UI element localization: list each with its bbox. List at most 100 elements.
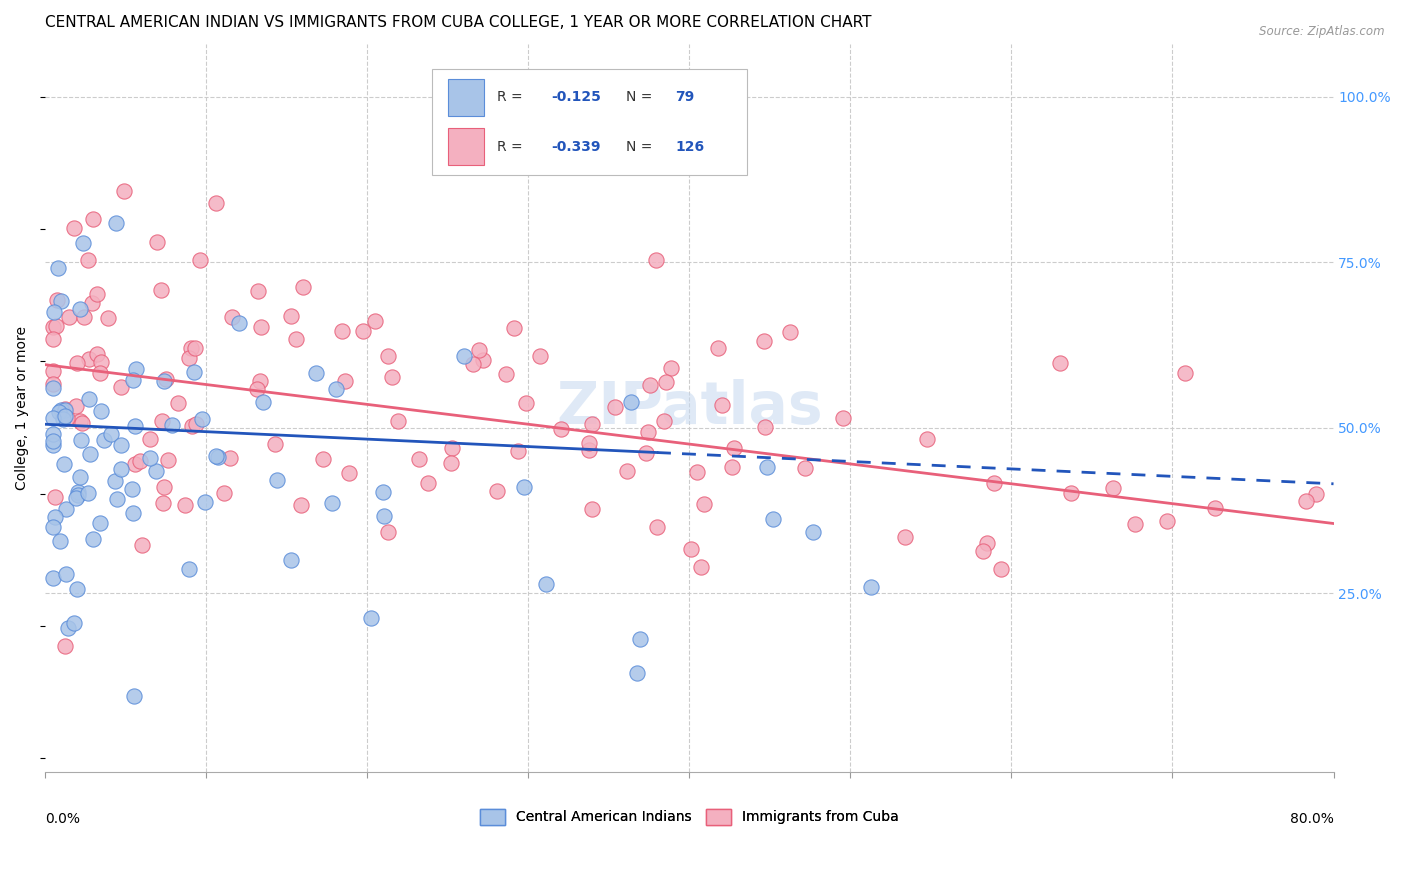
Point [637, 425, 659, 440]
Point [794, 460, 817, 475]
Point [972, 544, 994, 558]
Point [67, 485, 90, 500]
Point [381, 369, 404, 384]
Point [754, 419, 776, 434]
Point [70, 416, 93, 430]
Point [77, 253, 100, 268]
Point [153, 375, 176, 389]
Point [471, 353, 494, 368]
Text: N =: N = [626, 90, 657, 104]
Point [160, 418, 183, 433]
Legend: Central American Indians, Immigrants from Cuba: Central American Indians, Immigrants fro… [474, 803, 904, 830]
Point [620, 395, 643, 409]
Point [124, 419, 146, 434]
Point [212, 486, 235, 500]
Point [915, 432, 938, 446]
Point [1060, 485, 1083, 500]
Point [70, 434, 93, 448]
Point [146, 235, 169, 249]
Point [638, 378, 661, 392]
Point [66, 582, 89, 596]
Point [179, 351, 201, 366]
Point [360, 611, 382, 625]
Point [263, 437, 285, 451]
Point [508, 443, 530, 458]
Point [93, 433, 115, 447]
Point [337, 466, 360, 480]
Point [79, 447, 101, 461]
Point [124, 457, 146, 471]
FancyBboxPatch shape [449, 128, 484, 165]
Point [645, 252, 668, 267]
Point [659, 361, 682, 376]
Point [894, 530, 917, 544]
Point [228, 316, 250, 330]
Point [246, 382, 269, 396]
Point [76, 486, 98, 500]
Point [581, 502, 603, 516]
Point [48, 405, 70, 419]
Text: 80.0%: 80.0% [1289, 812, 1333, 826]
Point [1174, 367, 1197, 381]
Point [280, 309, 302, 323]
Point [762, 512, 785, 526]
Point [291, 280, 314, 294]
Point [679, 541, 702, 556]
Point [80, 296, 103, 310]
Point [252, 394, 274, 409]
Point [42, 411, 65, 425]
Point [180, 341, 202, 355]
Point [90, 355, 112, 369]
Point [440, 456, 463, 470]
Point [69, 470, 91, 484]
Point [51, 293, 73, 308]
Point [122, 373, 145, 387]
Point [152, 496, 174, 510]
Point [330, 324, 353, 338]
Point [636, 445, 658, 459]
Point [125, 362, 148, 376]
Point [711, 398, 734, 412]
Point [512, 480, 534, 494]
Point [723, 441, 745, 455]
Point [53, 457, 76, 471]
Point [69, 414, 91, 428]
Point [179, 562, 201, 576]
Point [53, 403, 76, 417]
Point [51, 402, 73, 417]
FancyBboxPatch shape [432, 70, 747, 175]
Point [860, 580, 883, 594]
Point [44, 509, 66, 524]
Point [280, 553, 302, 567]
Point [1049, 356, 1071, 370]
Text: 126: 126 [675, 139, 704, 153]
Point [628, 632, 651, 646]
Point [82, 533, 104, 547]
Text: -0.339: -0.339 [551, 139, 600, 153]
Point [515, 396, 537, 410]
Point [453, 349, 475, 363]
Point [325, 382, 347, 396]
Text: ZIPatlas: ZIPatlas [555, 379, 823, 436]
Point [112, 184, 135, 198]
Point [408, 451, 430, 466]
Point [207, 450, 229, 464]
Point [56, 621, 79, 635]
Point [110, 380, 132, 394]
Point [122, 689, 145, 703]
Text: Source: ZipAtlas.com: Source: ZipAtlas.com [1260, 25, 1385, 38]
Point [707, 341, 730, 355]
Point [605, 400, 627, 414]
Point [461, 357, 484, 371]
Point [578, 436, 600, 450]
Point [55, 566, 77, 581]
Point [100, 426, 122, 441]
Point [266, 474, 288, 488]
Point [42, 570, 65, 584]
Point [156, 452, 179, 467]
Y-axis label: College, 1 year or more: College, 1 year or more [15, 326, 30, 490]
Point [110, 462, 132, 476]
Point [184, 417, 207, 431]
Point [166, 396, 188, 410]
Point [529, 349, 551, 363]
